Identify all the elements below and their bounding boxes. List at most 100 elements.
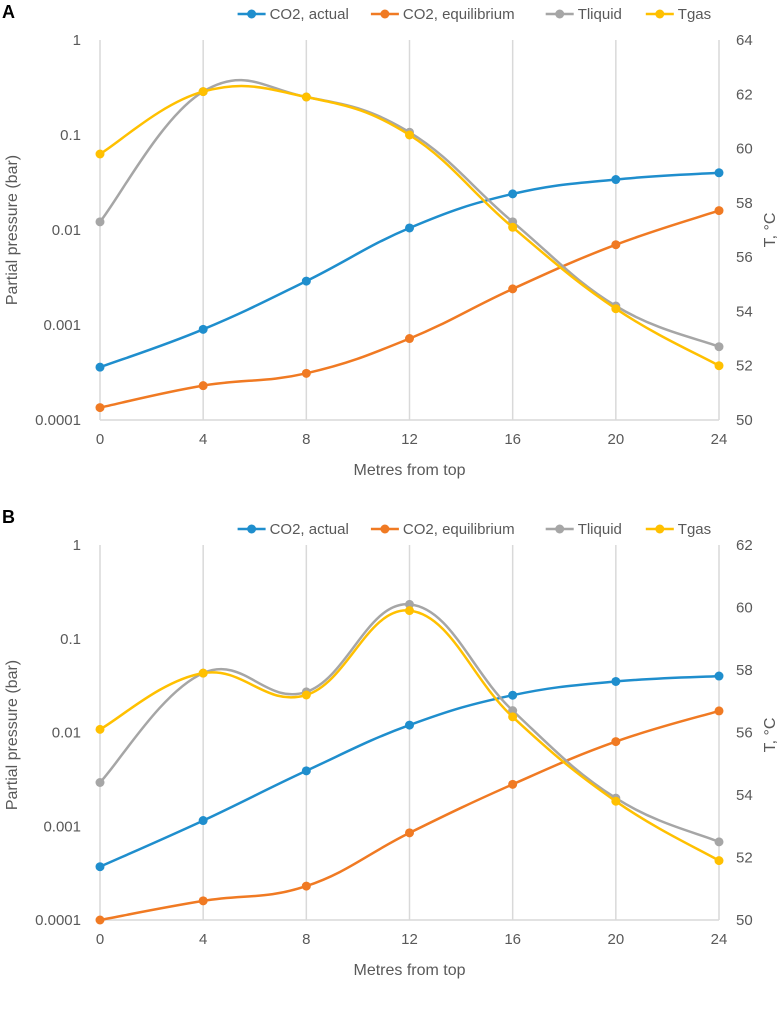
- data-point: [508, 189, 518, 199]
- chart-panel-a: A 0 4 8 12 16 20 24 0.0001 0.001 0.01 0.1 1 50 52 54 56 5…: [2, 2, 779, 479]
- x-tick-label: 4: [199, 431, 207, 448]
- y2-tick-label: 54: [736, 303, 753, 320]
- x-tick-label: 20: [607, 931, 624, 948]
- y2-tick-label: 54: [736, 787, 753, 804]
- legend-marker: [655, 524, 665, 534]
- data-point: [198, 668, 208, 678]
- legend-marker: [247, 524, 257, 534]
- series-tgas: [95, 606, 724, 866]
- data-point: [405, 334, 414, 344]
- series-co2-actual: [95, 168, 724, 372]
- data-point: [95, 149, 105, 159]
- x-tick-label: 0: [96, 431, 104, 448]
- legend-marker: [247, 9, 257, 19]
- x-tick-label: 0: [96, 931, 104, 948]
- y2-tick-label: 62: [736, 537, 753, 554]
- data-point: [301, 766, 311, 776]
- data-point: [405, 130, 414, 140]
- legend-item: Tliquid: [545, 6, 622, 23]
- y-tick-label: 0.0001: [35, 912, 81, 929]
- series-co2-equilibrium: [95, 206, 724, 413]
- y2-tick-label: 52: [736, 850, 753, 867]
- y2-tick-label: 64: [736, 32, 753, 49]
- data-point: [714, 168, 724, 178]
- legend-marker: [380, 9, 390, 19]
- y2-axis-title: T, °C: [762, 718, 779, 753]
- y-axis-title: Partial pressure (bar): [4, 155, 21, 305]
- data-point: [301, 690, 311, 700]
- data-point: [714, 837, 724, 847]
- legend-label: Tliquid: [578, 521, 622, 538]
- legend-label: CO2, actual: [270, 521, 349, 538]
- y-tick-label: 0.001: [43, 818, 81, 835]
- legend-marker: [555, 524, 565, 534]
- data-point: [508, 690, 518, 700]
- x-tick-label: 24: [711, 431, 728, 448]
- y2-tick-label: 50: [736, 412, 753, 429]
- data-point: [301, 92, 311, 102]
- legend-item: Tgas: [645, 6, 711, 23]
- data-point: [405, 223, 414, 233]
- data-point: [714, 706, 724, 716]
- data-point: [301, 881, 311, 891]
- data-point: [611, 676, 621, 686]
- chart-panel-b: B 0 4 8 12 16 20 24 0.0001 0.001 0.01 0.1 1 50 52 54 56 5…: [0, 505, 782, 1010]
- legend-marker: [655, 9, 665, 19]
- x-tick-label: 12: [401, 931, 418, 948]
- x-tick-label: 8: [302, 931, 310, 948]
- y2-tick-label: 58: [736, 662, 753, 679]
- data-point: [95, 915, 105, 925]
- data-point: [405, 606, 414, 616]
- x-axis-title: Metres from top: [353, 962, 465, 979]
- data-point: [508, 284, 518, 294]
- legend-item: CO2, actual: [237, 6, 349, 23]
- data-point: [714, 361, 724, 371]
- y2-tick-label: 56: [736, 725, 753, 742]
- data-point: [198, 381, 208, 391]
- data-point: [714, 206, 724, 216]
- data-point: [405, 828, 414, 838]
- data-point: [301, 368, 311, 378]
- data-point: [95, 362, 105, 372]
- y-tick-label: 1: [73, 537, 81, 554]
- y-tick-label: 0.001: [43, 317, 81, 334]
- series-co2-equilibrium: [95, 706, 724, 925]
- data-point: [198, 324, 208, 334]
- y2-tick-label: 60: [736, 600, 753, 617]
- x-tick-label: 16: [504, 431, 521, 448]
- legend-item: CO2, actual: [237, 521, 349, 538]
- x-tick-label: 16: [504, 931, 521, 948]
- data-point: [405, 720, 414, 730]
- y2-tick-label: 52: [736, 358, 753, 375]
- data-point: [95, 778, 105, 787]
- data-point: [198, 816, 208, 826]
- legend-item: Tgas: [645, 521, 711, 538]
- data-point: [508, 712, 518, 722]
- y2-tick-label: 62: [736, 86, 753, 103]
- legend-label: CO2, equilibrium: [403, 521, 515, 538]
- y-tick-label: 0.0001: [35, 412, 81, 429]
- data-point: [508, 222, 518, 232]
- legend-label: Tliquid: [578, 6, 622, 23]
- legend-label: CO2, actual: [270, 6, 349, 23]
- y-tick-label: 0.1: [60, 127, 81, 144]
- y2-tick-label: 50: [736, 912, 753, 929]
- series-tgas: [95, 84, 724, 371]
- legend-item: Tliquid: [545, 521, 622, 538]
- y2-axis-title: T, °C: [762, 213, 779, 248]
- legend-marker: [555, 9, 565, 19]
- data-point: [508, 779, 518, 789]
- data-point: [611, 737, 621, 747]
- data-point: [714, 671, 724, 681]
- data-point: [301, 276, 311, 286]
- panel-label: B: [2, 507, 15, 527]
- x-tick-label: 24: [711, 931, 728, 948]
- y2-tick-label: 60: [736, 141, 753, 158]
- x-tick-label: 8: [302, 431, 310, 448]
- y-tick-label: 0.1: [60, 631, 81, 648]
- x-axis-title: Metres from top: [353, 462, 465, 479]
- panel-label: A: [2, 2, 15, 22]
- y2-tick-label: 58: [736, 195, 753, 212]
- legend-label: Tgas: [678, 521, 711, 538]
- data-point: [95, 862, 105, 872]
